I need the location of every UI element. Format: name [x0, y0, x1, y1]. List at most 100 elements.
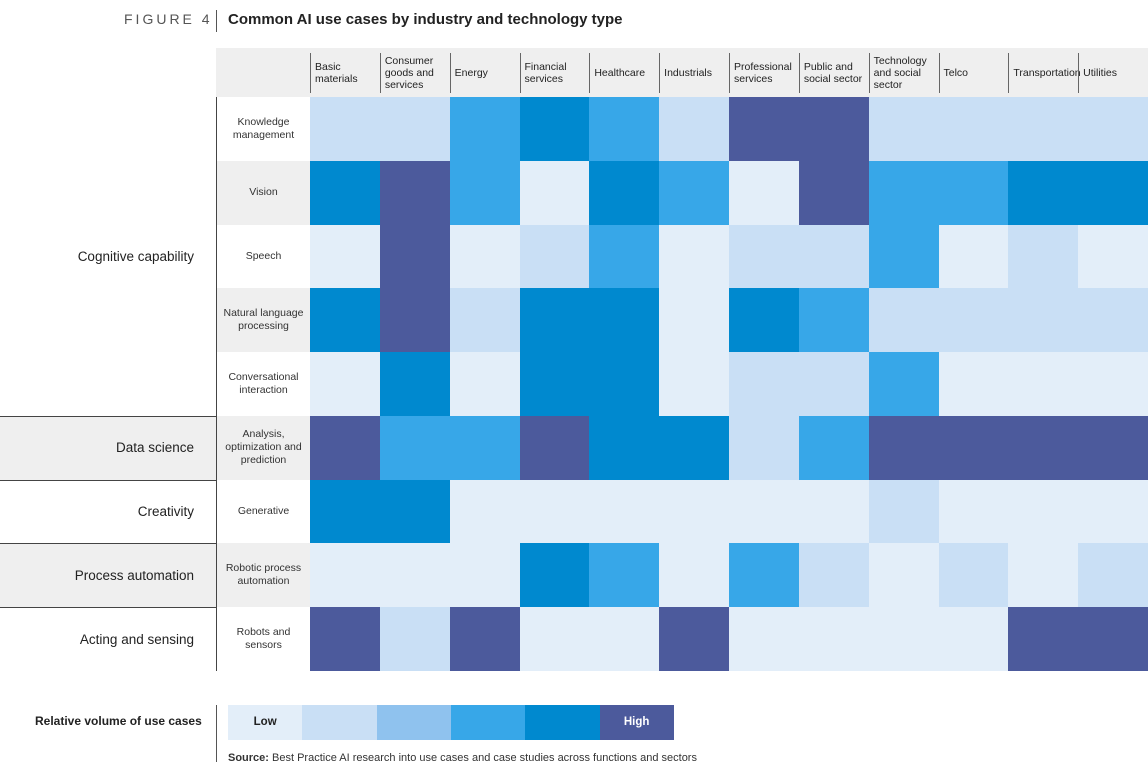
axis-line: [216, 97, 217, 671]
heat-cell: [449, 160, 520, 226]
heat-cell: [868, 352, 939, 417]
heat-cell: [798, 479, 870, 544]
column-separator: [729, 53, 730, 93]
legend-low-label: Low: [253, 716, 277, 728]
legend-swatch: [525, 705, 600, 740]
legend-title: Relative volume of use cases: [35, 714, 202, 728]
group-separator: [0, 479, 310, 481]
heat-cell: [798, 415, 870, 481]
heat-cell: [938, 607, 1009, 672]
heat-cell: [938, 160, 1009, 226]
heat-cell: [379, 97, 451, 162]
column-separator: [589, 53, 591, 93]
column-separator: [1078, 53, 1080, 93]
heat-cell: [310, 543, 381, 608]
legend-swatch: [599, 705, 675, 740]
heat-cell: [519, 479, 590, 544]
heat-cell: [589, 224, 660, 289]
heat-cell: [379, 288, 451, 353]
heat-cell: [729, 352, 800, 417]
figure-label: FIGURE 4: [124, 11, 213, 27]
column-separator: [449, 53, 451, 93]
legend-swatch: [450, 705, 526, 740]
heat-cell: [659, 415, 730, 481]
column-separator: [938, 53, 940, 93]
heat-cell: [589, 352, 660, 417]
heat-cell: [868, 415, 939, 481]
heat-cell: [1008, 160, 1079, 226]
heat-cell: [1078, 607, 1148, 672]
column-header: Basic materials: [315, 61, 358, 85]
heat-cell: [659, 288, 730, 353]
heat-cell: [1078, 543, 1148, 608]
heat-cell: [868, 607, 939, 672]
group-label: Cognitive capability: [0, 97, 216, 416]
heat-cell: [1008, 479, 1079, 544]
heat-cell: [868, 479, 939, 544]
heat-cell: [449, 288, 520, 353]
heat-cell: [589, 479, 660, 544]
group-label: Creativity: [0, 479, 216, 544]
column-header: Energy: [454, 67, 488, 79]
heat-cell: [868, 288, 939, 353]
heat-cell: [519, 607, 590, 672]
heat-cell: [519, 288, 590, 353]
heat-cell: [379, 543, 451, 608]
group-separator: [0, 415, 310, 417]
column-header: Healthcare: [594, 67, 646, 79]
heat-cell: [1008, 97, 1079, 162]
heat-cell: [798, 97, 870, 162]
heat-cell: [798, 352, 870, 417]
heat-cell: [938, 97, 1009, 162]
group-label: Acting and sensing: [0, 607, 216, 671]
heat-cell: [449, 479, 520, 544]
heat-cell: [938, 415, 1009, 481]
heat-cell: [449, 415, 520, 481]
heat-cell: [589, 288, 660, 353]
heat-cell: [659, 224, 730, 289]
heat-cell: [1008, 415, 1079, 481]
heat-cell: [310, 288, 381, 353]
column-separator: [310, 53, 311, 93]
column-header: Public and social sector: [803, 61, 863, 85]
heat-cell: [310, 479, 381, 544]
divider: [216, 705, 217, 762]
heat-cell: [449, 97, 520, 162]
legend-swatch: [376, 705, 452, 740]
column-separator: [379, 53, 381, 93]
heat-cell: [938, 352, 1009, 417]
heat-cell: [379, 607, 451, 672]
heat-cell: [519, 415, 590, 481]
column-header: Financial services: [524, 61, 567, 85]
heat-cell: [798, 160, 870, 226]
heat-cell: [1078, 288, 1148, 353]
row-label: Knowledge management: [217, 97, 310, 161]
heat-cell: [938, 543, 1009, 608]
heat-cell: [729, 97, 800, 162]
heat-cell: [310, 160, 381, 226]
heat-cell: [379, 224, 451, 289]
column-separator: [519, 53, 521, 93]
column-separator: [868, 53, 870, 93]
column-header: Industrials: [664, 67, 713, 79]
legend-swatch: [302, 705, 378, 740]
heat-cell: [379, 415, 451, 481]
source: Source: Best Practice AI research into u…: [228, 752, 697, 764]
column-header: Telco: [943, 67, 969, 79]
heat-cell: [519, 160, 590, 226]
heat-cell: [729, 224, 800, 289]
row-label: Natural language processing: [217, 288, 310, 353]
heat-cell: [729, 288, 800, 353]
column-separator: [798, 53, 800, 93]
heat-cell: [868, 97, 939, 162]
heat-cell: [310, 415, 381, 481]
row-label: Robotic process automation: [217, 543, 310, 608]
column-separator: [1008, 53, 1010, 93]
heat-cell: [589, 543, 660, 608]
heat-cell: [1008, 543, 1079, 608]
heat-cell: [1078, 415, 1148, 481]
heat-cell: [659, 160, 730, 226]
heat-cell: [1078, 97, 1148, 162]
row-label: Analysis, optimization and prediction: [217, 415, 310, 480]
heat-cell: [798, 224, 870, 289]
